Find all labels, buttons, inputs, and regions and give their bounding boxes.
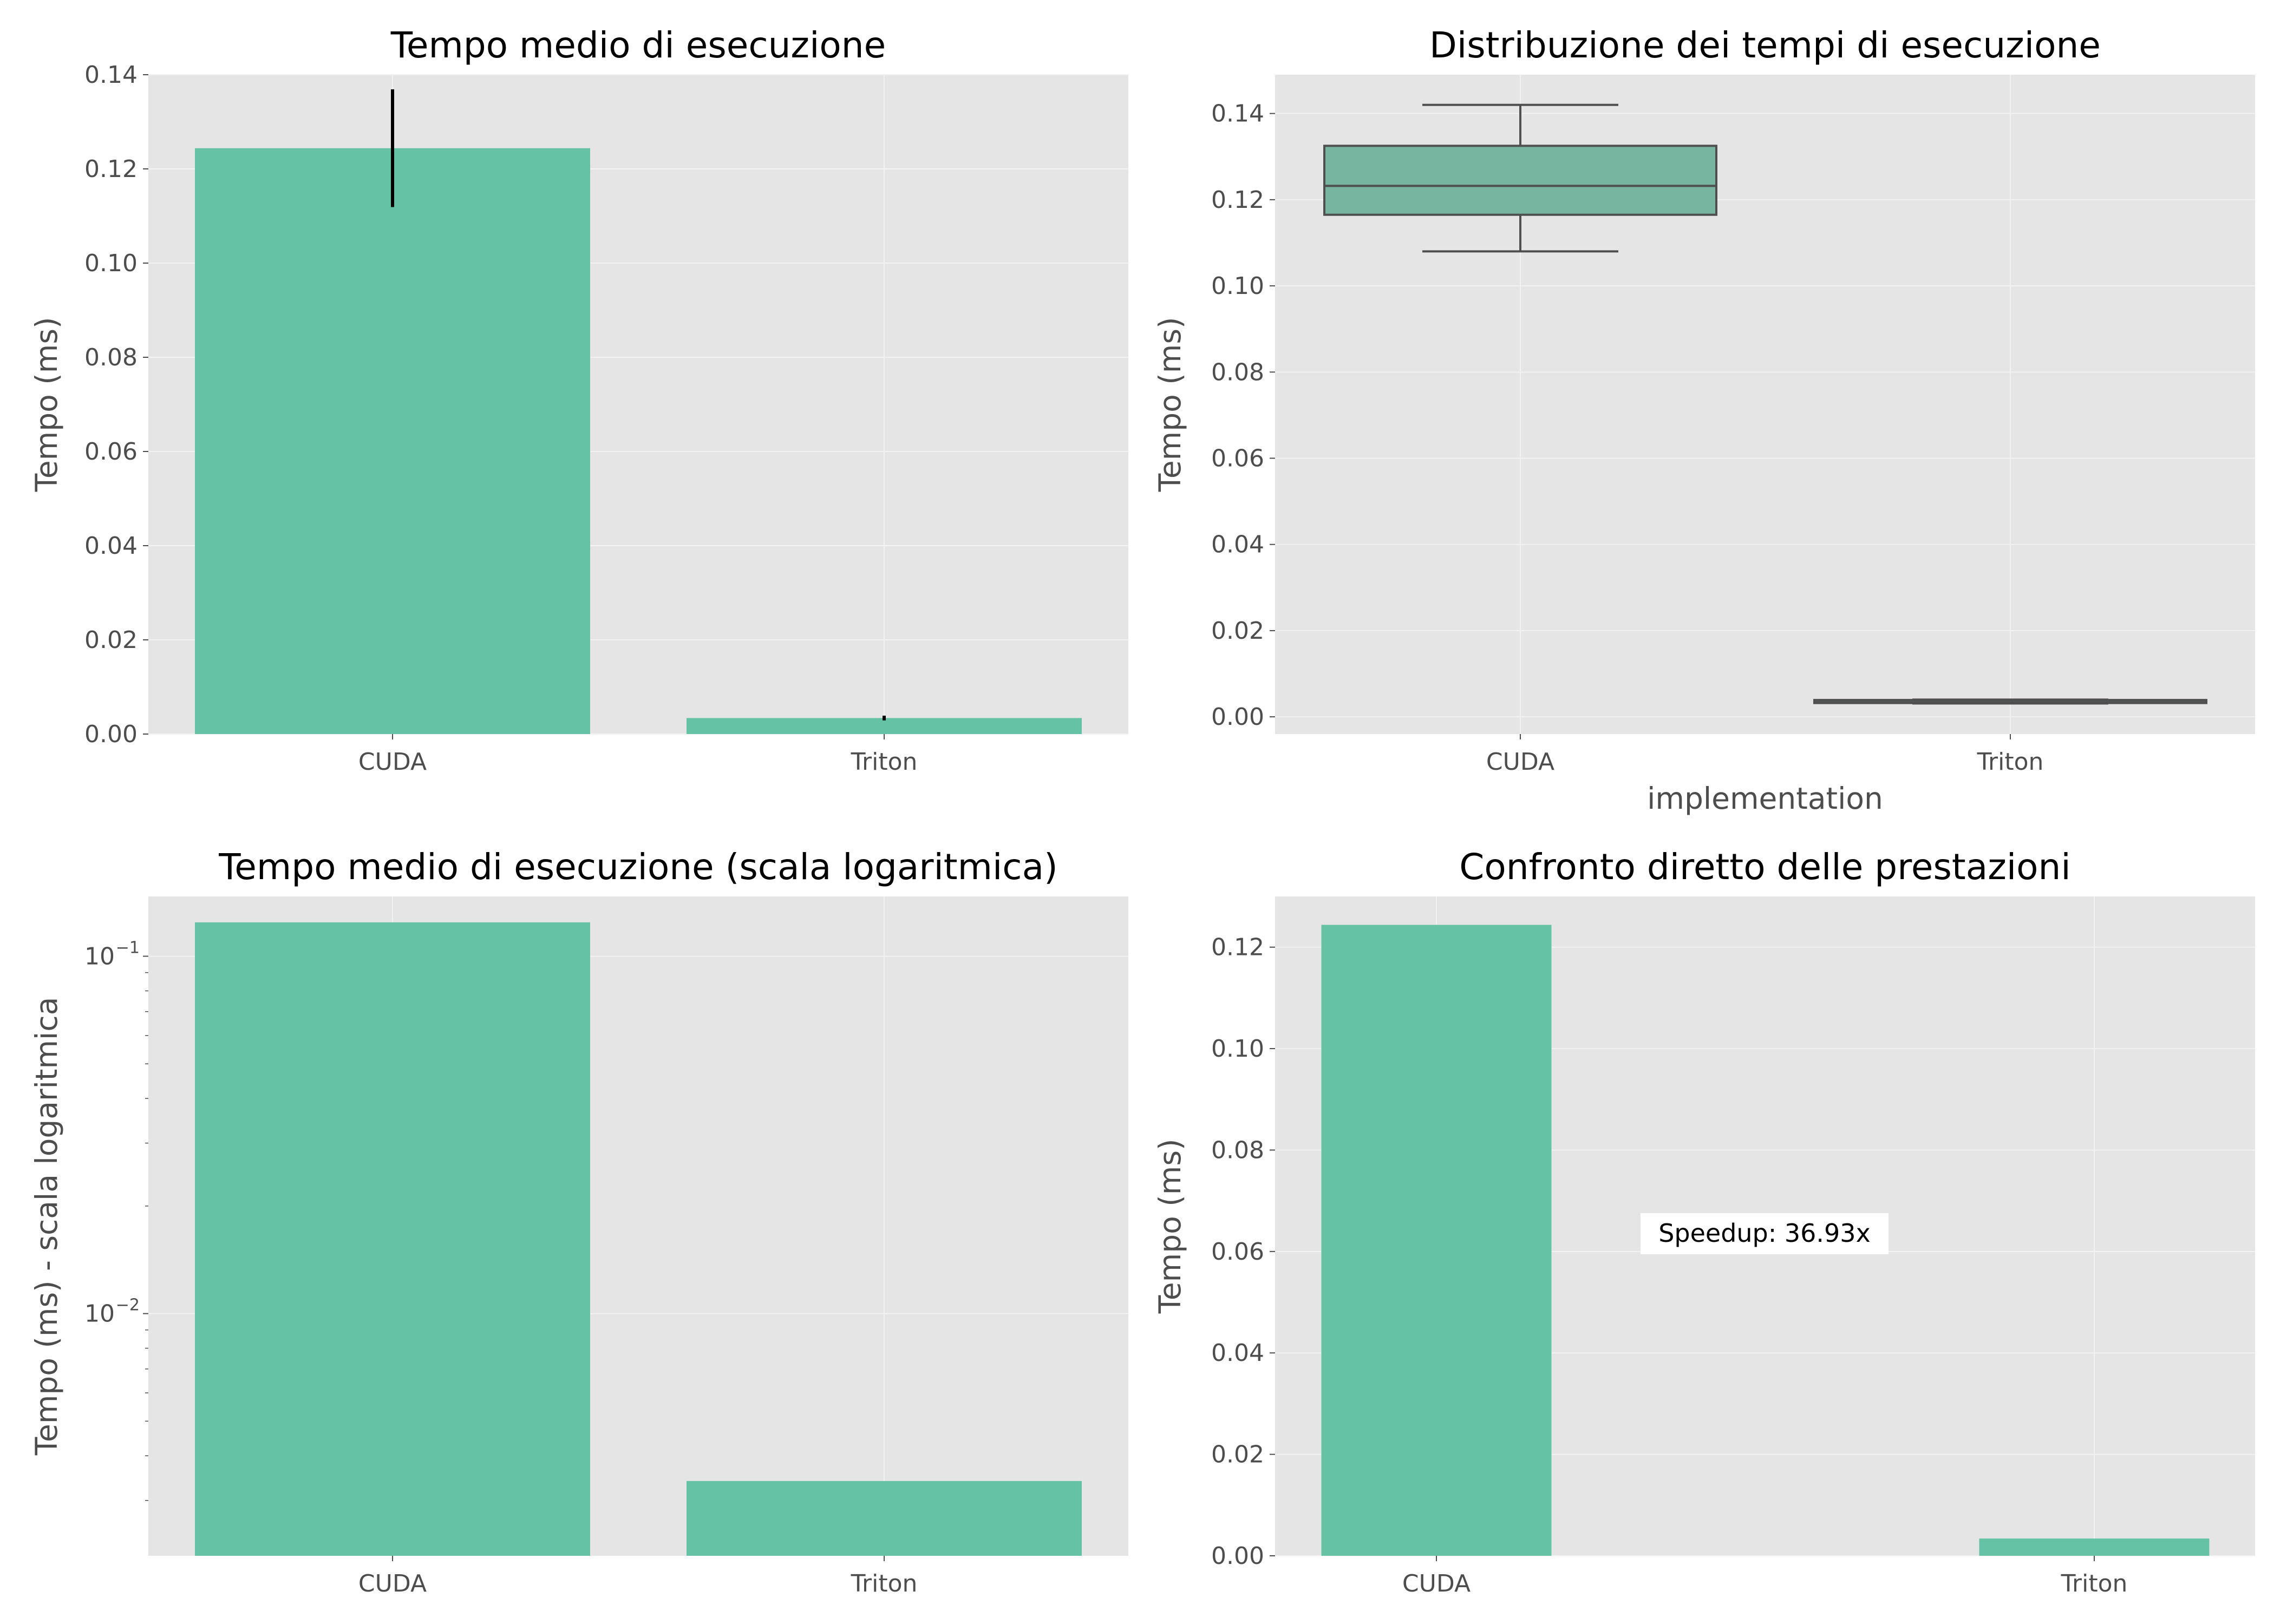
y-tick-label: 0.12 bbox=[1211, 186, 1264, 214]
tick-labels: 0.00 0.02 0.04 0.06 0.08 0.10 0.12 0.14 CUDA Trit… bbox=[84, 61, 917, 776]
box-iqr bbox=[1323, 145, 1717, 216]
tick-labels: 0.00 0.02 0.04 0.06 0.08 0.10 0.12 0.14 CUDA Trit… bbox=[1211, 100, 2043, 776]
tick-labels: 0.00 0.02 0.04 0.06 0.08 0.10 0.12 CUDA Triton bbox=[1211, 934, 2127, 1597]
chart-title: Confronto diretto delle prestazioni bbox=[1459, 846, 2070, 888]
y-tick-label: 0.12 bbox=[84, 155, 138, 183]
y-tick-label: 0.04 bbox=[1211, 531, 1264, 559]
y-tick-label: 0.10 bbox=[1211, 1035, 1264, 1063]
y-tick-label: 0.00 bbox=[1211, 1542, 1264, 1570]
y-axis-label: Tempo (ms) bbox=[1153, 1139, 1187, 1314]
x-tick-label: CUDA bbox=[358, 1570, 427, 1597]
panel-direct-comparison: 0.00 0.02 0.04 0.06 0.08 0.10 0.12 CUDA Triton C… bbox=[1153, 846, 2255, 1597]
y-tick-label: 0.14 bbox=[84, 61, 138, 89]
y-axis-label: Tempo (ms) bbox=[1153, 317, 1187, 493]
speedup-annotation: Speedup: 36.93x bbox=[1658, 1219, 1871, 1248]
chart-title: Distribuzione dei tempi di esecuzione bbox=[1429, 24, 2101, 66]
panel-time-distribution: 0.00 0.02 0.04 0.06 0.08 0.10 0.12 0.14 CUDA Trit… bbox=[1153, 24, 2255, 816]
x-tick-label: Triton bbox=[851, 1570, 918, 1597]
bar-cuda bbox=[195, 922, 590, 1556]
y-tick-label: 0.08 bbox=[84, 344, 138, 371]
x-tick-label: Triton bbox=[851, 748, 918, 776]
panel-mean-time: 0.00 0.02 0.04 0.06 0.08 0.10 0.12 0.14 CUDA Trit… bbox=[29, 24, 1128, 776]
y-tick-label: 0.10 bbox=[84, 250, 138, 277]
box-cuda bbox=[1323, 103, 1717, 253]
y-tick-label: 10 bbox=[84, 1300, 115, 1328]
y-tick-label: 0.08 bbox=[1211, 358, 1264, 386]
y-axis-label: Tempo (ms) bbox=[29, 317, 64, 493]
bar-cuda bbox=[195, 148, 590, 735]
y-tick-label: 0.00 bbox=[1211, 703, 1264, 731]
x-tick-label: CUDA bbox=[1402, 1570, 1471, 1597]
y-tick-label: 0.06 bbox=[1211, 445, 1264, 473]
chart-title: Tempo medio di esecuzione bbox=[390, 24, 886, 66]
bar-cuda bbox=[1321, 925, 1552, 1556]
y-tick-label: 0.06 bbox=[1211, 1238, 1264, 1266]
y-tick-label: 0.02 bbox=[1211, 1441, 1264, 1469]
chart-title: Tempo medio di esecuzione (scala logarit… bbox=[218, 846, 1058, 888]
y-tick-label: 0.04 bbox=[1211, 1339, 1264, 1367]
y-tick-label: 0.10 bbox=[1211, 272, 1264, 300]
y-tick-label: 0.14 bbox=[1211, 100, 1264, 128]
x-axis-label: implementation bbox=[1647, 781, 1883, 816]
marks bbox=[1321, 925, 2210, 1556]
y-tick-label: 0.02 bbox=[1211, 617, 1264, 645]
y-tick-exponent: −1 bbox=[116, 938, 140, 957]
y-tick-label: 0.04 bbox=[84, 532, 138, 560]
box-triton bbox=[1813, 698, 2207, 705]
y-tick-label: 0.12 bbox=[1211, 934, 1264, 961]
y-tick-label: 0.02 bbox=[84, 626, 138, 654]
y-tick-label: 10 bbox=[84, 942, 115, 970]
x-tick-label: CUDA bbox=[358, 748, 427, 776]
x-tick-label: Triton bbox=[2061, 1570, 2128, 1597]
speedup-annotation-box bbox=[1641, 1213, 1889, 1254]
x-tick-label: CUDA bbox=[1486, 748, 1554, 776]
x-tick-label: Triton bbox=[1977, 748, 2044, 776]
bar-triton bbox=[687, 1481, 1082, 1556]
y-tick-label: 0.00 bbox=[84, 721, 138, 748]
marks bbox=[195, 89, 1082, 735]
y-axis-label: Tempo (ms) - scala logaritmica bbox=[29, 997, 64, 1456]
y-tick-exponent: −2 bbox=[116, 1296, 140, 1315]
y-tick-label: 0.08 bbox=[1211, 1136, 1264, 1164]
marks bbox=[195, 922, 1082, 1556]
bar-triton bbox=[1979, 1538, 2210, 1556]
marks bbox=[1323, 103, 2207, 705]
y-tick-label: 0.06 bbox=[84, 438, 138, 466]
bar-triton bbox=[687, 718, 1082, 734]
